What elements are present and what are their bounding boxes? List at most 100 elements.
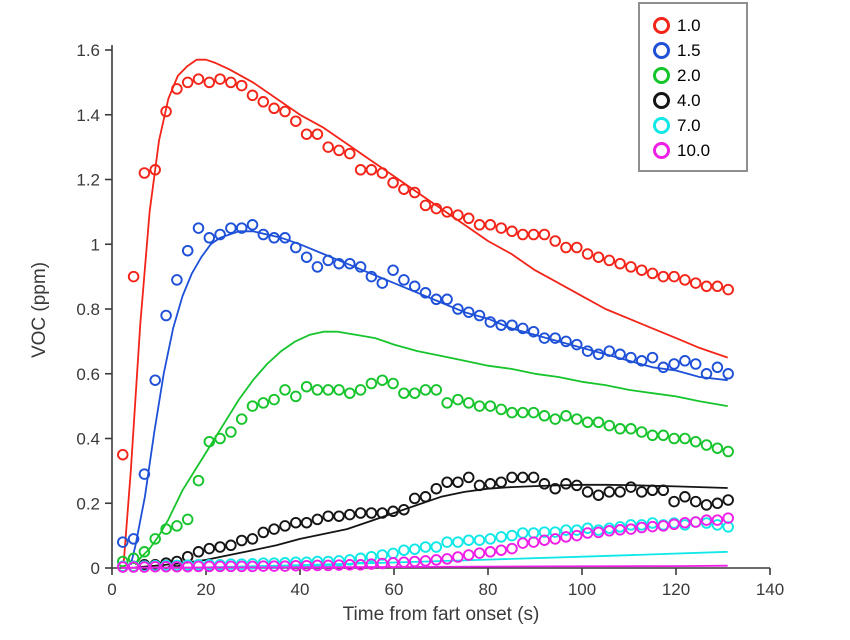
data-point-marker: [290, 559, 302, 572]
data-point-marker: [625, 261, 637, 273]
data-point-marker: [517, 228, 529, 241]
data-point-marker: [571, 413, 583, 425]
data-point-marker: [311, 261, 324, 273]
data-point-marker: [311, 513, 324, 526]
data-point-marker: [603, 419, 616, 432]
data-point-marker: [354, 164, 367, 176]
data-point-marker: [668, 518, 680, 531]
data-point-marker: [722, 368, 734, 380]
data-point-marker: [268, 560, 280, 572]
data-point-marker: [398, 503, 410, 516]
x-tick-label: 20: [197, 580, 216, 599]
data-point-marker: [419, 199, 432, 212]
data-point-marker: [538, 228, 551, 241]
data-point-marker: [689, 516, 702, 528]
data-point-marker: [365, 550, 378, 563]
data-point-marker: [603, 525, 616, 537]
data-point-marker: [160, 523, 172, 535]
data-point-marker: [419, 287, 432, 299]
data-point-marker: [192, 222, 205, 234]
data-point-marker: [365, 507, 378, 519]
data-point-marker: [398, 183, 410, 195]
data-point-marker: [657, 484, 670, 497]
legend-circle-marker-icon: [653, 142, 670, 159]
y-tick-label: 0.8: [76, 300, 100, 319]
data-point-marker: [246, 560, 259, 573]
data-point-marker: [311, 555, 324, 568]
legend-item-1.0: 1.0: [653, 13, 746, 38]
series-1.0-fit-line: [122, 58, 728, 562]
data-point-marker: [452, 551, 464, 563]
data-point-marker: [376, 549, 389, 561]
data-point-marker: [257, 96, 270, 108]
data-point-marker: [311, 128, 324, 140]
data-point-marker: [333, 510, 345, 522]
data-point-marker: [268, 232, 280, 244]
data-point-marker: [333, 555, 345, 567]
data-point-marker: [668, 270, 680, 283]
data-point-marker: [300, 559, 313, 572]
data-point-marker: [560, 335, 572, 348]
data-point-marker: [225, 76, 237, 89]
data-point-marker: [354, 507, 367, 519]
data-point-marker: [571, 479, 583, 492]
data-point-marker: [365, 377, 378, 390]
data-point-marker: [171, 560, 183, 573]
data-point-marker: [419, 491, 432, 503]
data-point-marker: [592, 416, 605, 429]
data-point-marker: [517, 537, 529, 549]
data-point-marker: [452, 209, 464, 221]
data-point-marker: [517, 471, 529, 484]
data-point-marker: [614, 348, 626, 361]
data-point-marker: [171, 83, 183, 95]
data-point-marker: [668, 358, 680, 370]
data-point-marker: [689, 495, 702, 508]
data-point-marker: [484, 478, 497, 490]
data-point-marker: [462, 534, 475, 546]
data-point-marker: [387, 176, 399, 189]
data-point-marker: [635, 264, 648, 276]
data-point-marker: [646, 351, 659, 364]
legend-item-label: 1.5: [677, 41, 701, 60]
data-point-marker: [517, 322, 529, 335]
data-point-marker: [581, 522, 594, 534]
data-point-marker: [527, 228, 540, 241]
data-point-marker: [679, 516, 691, 529]
data-point-marker: [408, 186, 421, 199]
data-point-marker: [203, 435, 216, 448]
data-point-marker: [614, 486, 626, 498]
data-point-marker: [419, 384, 432, 396]
data-point-marker: [354, 384, 367, 396]
y-tick-label: 0: [91, 559, 100, 578]
data-point-marker: [495, 319, 507, 331]
legend-circle-marker-icon: [653, 92, 670, 109]
data-point-marker: [290, 390, 302, 403]
data-point-marker: [203, 560, 216, 573]
data-point-marker: [311, 559, 324, 572]
x-tick-label: 80: [479, 580, 498, 599]
data-point-marker: [581, 416, 594, 429]
data-point-marker: [257, 397, 270, 409]
data-point-marker: [689, 435, 702, 448]
data-point-marker: [646, 429, 659, 442]
data-point-marker: [625, 423, 637, 435]
data-point-marker: [387, 547, 399, 560]
data-point-marker: [235, 560, 248, 573]
data-point-marker: [279, 384, 291, 396]
data-point-marker: [290, 241, 302, 254]
data-point-marker: [581, 486, 594, 498]
data-point-marker: [592, 526, 605, 539]
data-point-marker: [581, 345, 594, 357]
data-point-marker: [160, 560, 172, 573]
data-point-marker: [506, 542, 518, 555]
data-point-marker: [279, 232, 291, 244]
data-point-marker: [462, 306, 475, 318]
data-point-marker: [538, 534, 551, 546]
data-point-marker: [398, 544, 410, 556]
data-point-marker: [181, 513, 194, 526]
data-point-marker: [571, 524, 583, 536]
x-tick-label: 0: [107, 580, 116, 599]
data-point-marker: [268, 393, 280, 406]
data-point-marker: [300, 516, 313, 529]
data-point-marker: [387, 377, 399, 390]
